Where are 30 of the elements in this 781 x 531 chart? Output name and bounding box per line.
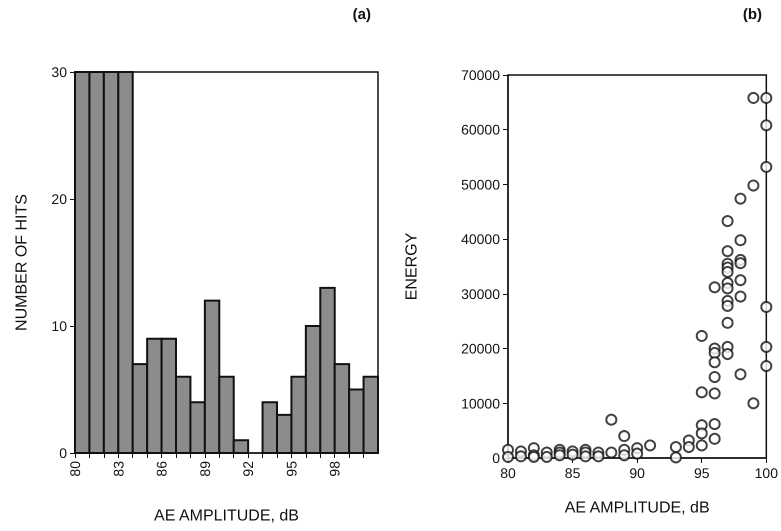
x-tick-label: 86 xyxy=(154,460,170,477)
y-tick-label: 70000 xyxy=(461,67,500,83)
y-axis-title: NUMBER OF HITS xyxy=(14,194,30,331)
x-axis-title: AE AMPLITUDE, dB xyxy=(154,508,299,524)
y-tick-label: 20 xyxy=(51,191,68,207)
x-axis-title: AE AMPLITUDE, dB xyxy=(564,500,710,516)
y-tick-label: 50000 xyxy=(461,176,500,192)
y-tick-label: 0 xyxy=(492,450,500,466)
y-axis-title: ENERGY xyxy=(404,232,420,300)
x-tick-label: 90 xyxy=(629,465,646,481)
y-tick-label: 10000 xyxy=(461,395,500,412)
y-tick-label: 60000 xyxy=(461,122,500,138)
x-tick-label: 92 xyxy=(240,460,256,477)
x-tick-label: 80 xyxy=(500,465,516,481)
y-tick-label: 30000 xyxy=(461,286,500,302)
y-tick-label: 20000 xyxy=(461,340,500,357)
y-tick-label: 40000 xyxy=(461,231,500,248)
x-tick-label: 95 xyxy=(694,465,710,481)
x-tick-label: 80 xyxy=(67,460,83,477)
x-tick-label: 89 xyxy=(196,460,213,477)
y-tick-label: 30 xyxy=(51,64,68,80)
x-tick-label: 85 xyxy=(564,465,581,481)
x-tick-label: 100 xyxy=(754,465,778,481)
chart-title: (b) xyxy=(742,6,762,23)
chart-title: (a) xyxy=(352,6,372,23)
x-tick-label: 95 xyxy=(283,460,300,477)
y-tick-label: 10 xyxy=(51,318,68,334)
y-tick-label: 0 xyxy=(59,445,68,461)
x-tick-label: 98 xyxy=(326,460,343,477)
x-tick-label: 83 xyxy=(110,460,126,477)
